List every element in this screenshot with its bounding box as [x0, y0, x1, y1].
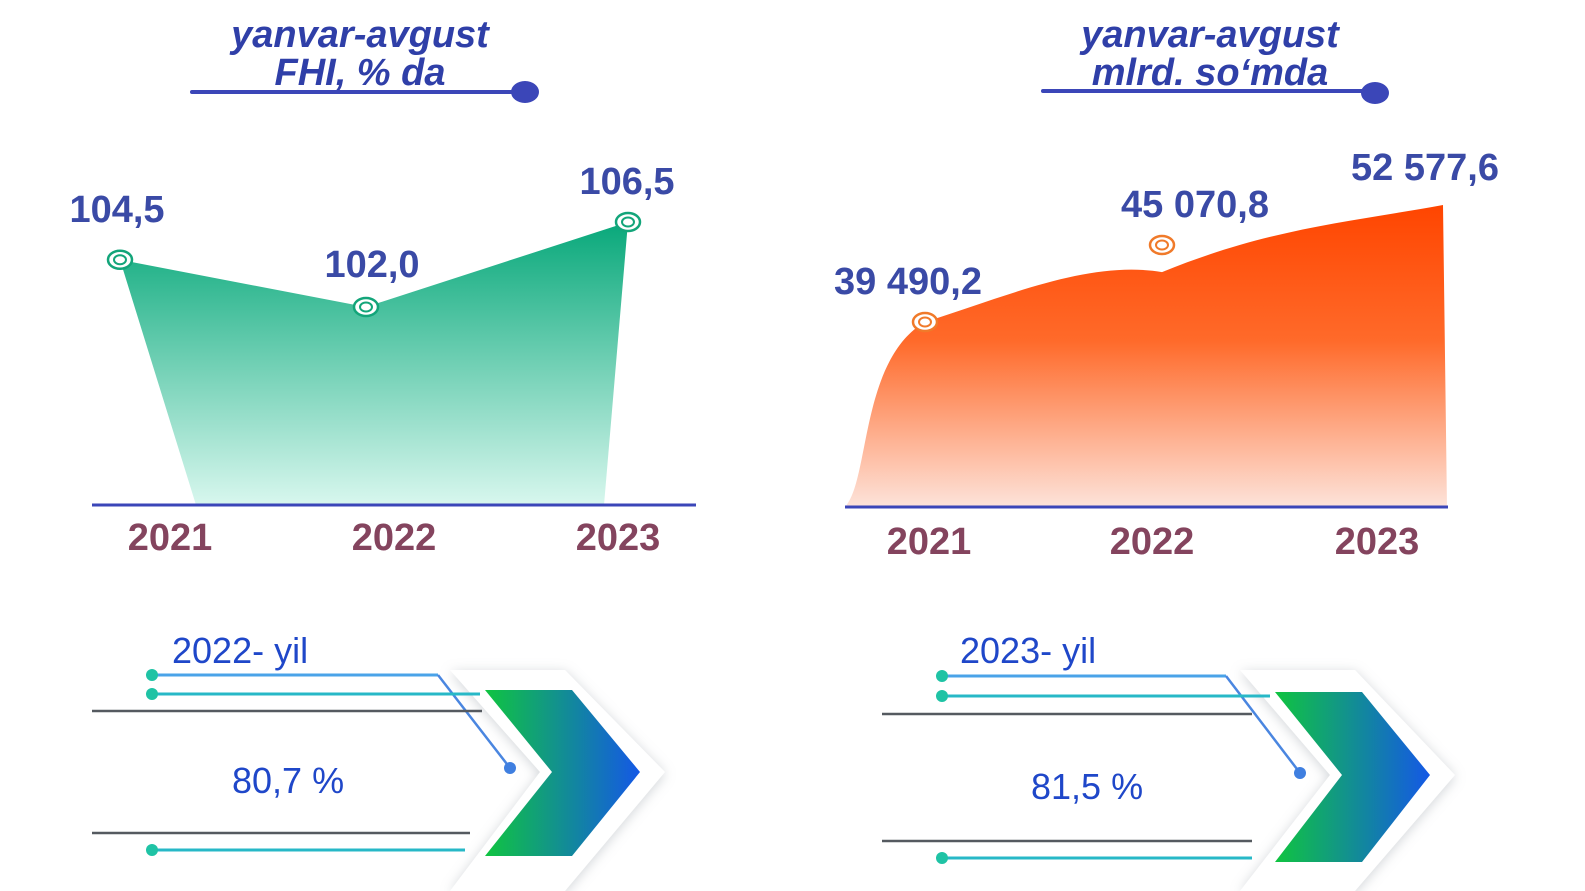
- x-tick-label: 2023: [1335, 521, 1420, 563]
- data-label: 52 577,6: [1351, 147, 1499, 189]
- right-chart-title-line1: yanvar-avgust: [1081, 14, 1339, 56]
- share-card-2023: 2023- yil 81,5 %: [790, 600, 1585, 891]
- data-point-marker: [1148, 234, 1176, 256]
- left-title-rule: [190, 90, 520, 94]
- data-label: 102,0: [324, 244, 419, 286]
- x-tick-label: 2023: [576, 517, 661, 559]
- data-label: 106,5: [579, 161, 674, 203]
- data-label: 45 070,8: [1121, 184, 1269, 226]
- series-area: [845, 205, 1447, 507]
- data-point-marker: [352, 296, 380, 318]
- data-point-marker: [614, 211, 642, 233]
- card-decor-2023: [882, 670, 1455, 891]
- left-chart-title-line1: yanvar-avgust: [231, 14, 489, 56]
- right-chart-title: yanvar-avgust mlrd. so‘mda: [1050, 16, 1370, 92]
- card-year-label: 2023- yil: [960, 630, 1097, 671]
- card-percent-value: 81,5 %: [1031, 766, 1144, 807]
- volume-area-chart: 39 490,2 45 070,8 52 577,6 2021 2022 2023: [834, 147, 1499, 563]
- x-tick-label: 2022: [1110, 521, 1195, 563]
- x-tick-label: 2021: [128, 517, 213, 559]
- right-title-dot: [1361, 82, 1389, 104]
- left-title-dot: [511, 81, 539, 103]
- chevron-fill: [485, 690, 640, 856]
- fhi-area-chart: 104,5 102,0 106,5 2021 2022 2023: [69, 161, 696, 559]
- right-chart-title-line2: mlrd. so‘mda: [1091, 52, 1329, 94]
- series-area: [120, 222, 628, 505]
- card-decor-2022: [92, 669, 665, 891]
- data-point-marker: [106, 249, 134, 271]
- chevron-fill: [1275, 692, 1430, 862]
- x-tick-label: 2022: [352, 517, 437, 559]
- left-chart-title: yanvar-avgust FHI, % da: [200, 16, 520, 92]
- data-point-marker: [911, 311, 939, 333]
- card-percent-value: 80,7 %: [232, 760, 345, 801]
- right-title-rule: [1041, 89, 1376, 93]
- data-label: 104,5: [69, 189, 164, 231]
- data-label: 39 490,2: [834, 261, 982, 303]
- x-tick-label: 2021: [887, 521, 972, 563]
- left-chart-title-line2: FHI, % da: [274, 52, 446, 94]
- share-card-2022: 2022- yil 80,7 %: [0, 600, 790, 891]
- card-year-label: 2022- yil: [172, 630, 309, 671]
